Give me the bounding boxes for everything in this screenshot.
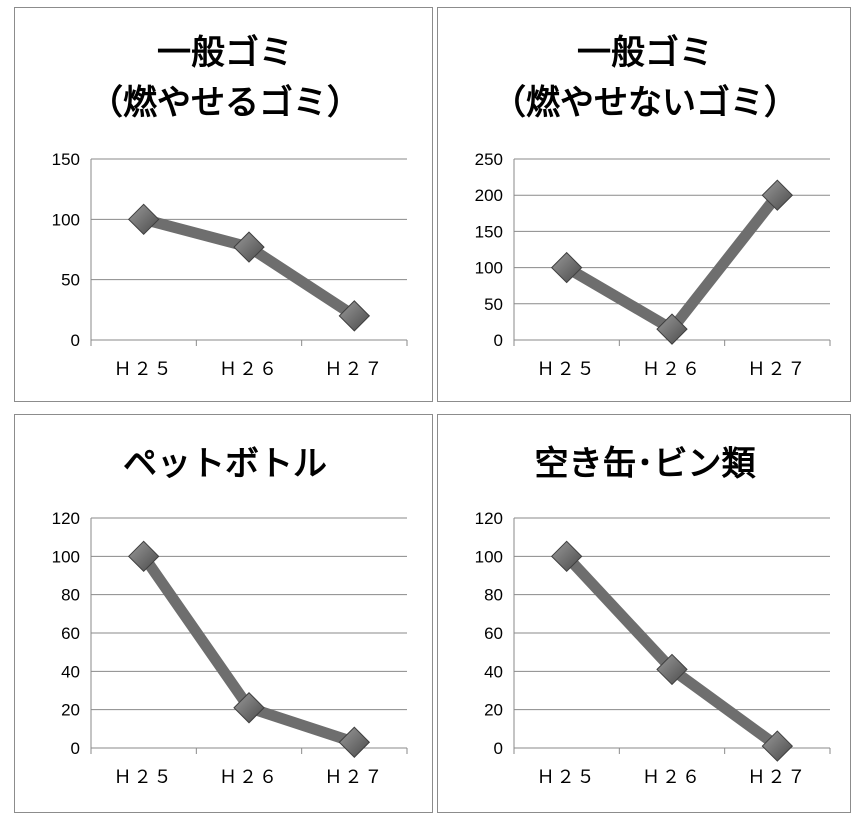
y-tick-label: 20 bbox=[61, 701, 80, 720]
y-tick-label: 0 bbox=[494, 331, 503, 350]
chart-title-line-2: （燃やせるゴミ） bbox=[89, 83, 361, 123]
x-tick-label: Ｈ２６ bbox=[219, 767, 279, 788]
chart-panel-cans-bottles: 空き缶･ビン類 0 20 40 60 80 100 120 Ｈ２５ Ｈ２６ Ｈ２７ bbox=[437, 414, 851, 813]
x-tick-label: Ｈ２５ bbox=[537, 359, 597, 380]
chart-title-line-2: （燃やせないゴミ） bbox=[492, 83, 798, 123]
data-point-marker bbox=[127, 540, 160, 573]
chart-title-line-1: 空き缶･ビン類 bbox=[535, 444, 757, 484]
y-tick-label: 20 bbox=[484, 701, 503, 720]
x-tick-label: Ｈ２６ bbox=[642, 359, 702, 380]
y-tick-label: 120 bbox=[52, 509, 80, 528]
y-tick-label: 200 bbox=[475, 186, 503, 205]
chart-title-line-1: 一般ゴミ bbox=[157, 33, 293, 73]
data-point-marker bbox=[761, 730, 794, 762]
chart-title-line-1: 一般ゴミ bbox=[577, 33, 713, 73]
y-tick-label: 100 bbox=[475, 259, 503, 278]
data-point-marker bbox=[127, 203, 160, 236]
chart-panel-pet-bottles: ペットボトル 0 20 40 60 80 100 120 Ｈ２５ Ｈ２６ Ｈ２７ bbox=[14, 414, 433, 813]
y-tick-label: 0 bbox=[71, 739, 80, 758]
data-point-marker bbox=[656, 313, 688, 345]
data-point-marker bbox=[656, 653, 688, 686]
x-tick-label: Ｈ２５ bbox=[114, 359, 174, 380]
y-tick-label: 150 bbox=[52, 150, 80, 169]
pet-bottles-chart: ペットボトル 0 20 40 60 80 100 120 Ｈ２５ Ｈ２６ Ｈ２７ bbox=[52, 444, 408, 788]
y-tick-label: 0 bbox=[494, 739, 503, 758]
y-tick-label: 50 bbox=[484, 295, 503, 314]
chart-title-line-1: ペットボトル bbox=[123, 444, 327, 484]
y-tick-label: 100 bbox=[52, 547, 80, 566]
non-burnable-waste-chart: 一般ゴミ （燃やせないゴミ） 0 50 100 150 200 250 Ｈ２５ Ｈ２６ Ｈ２７ bbox=[475, 33, 831, 380]
data-point-marker bbox=[761, 179, 794, 211]
cans-bottles-chart: 空き缶･ビン類 0 20 40 60 80 100 120 Ｈ２５ Ｈ２６ Ｈ２７ bbox=[475, 444, 831, 788]
data-point-marker bbox=[233, 692, 265, 724]
data-point-marker bbox=[338, 726, 371, 758]
y-tick-label: 150 bbox=[475, 222, 503, 241]
series-line bbox=[561, 189, 783, 335]
y-tick-label: 0 bbox=[71, 331, 80, 350]
y-tick-label: 40 bbox=[484, 662, 503, 681]
chart-panel-burnable-waste: 一般ゴミ （燃やせるゴミ） 0 50 100 150 Ｈ２５ Ｈ２６ Ｈ２７ bbox=[14, 7, 433, 402]
x-tick-label: Ｈ２６ bbox=[219, 359, 279, 380]
burnable-waste-chart: 一般ゴミ （燃やせるゴミ） 0 50 100 150 Ｈ２５ Ｈ２６ Ｈ２７ bbox=[52, 33, 408, 380]
data-point-marker bbox=[233, 231, 265, 263]
series-line bbox=[561, 550, 783, 752]
y-tick-label: 100 bbox=[475, 547, 503, 566]
y-tick-label: 60 bbox=[61, 624, 80, 643]
y-tick-label: 120 bbox=[475, 509, 503, 528]
y-tick-label: 40 bbox=[61, 662, 80, 681]
x-tick-label: Ｈ２６ bbox=[642, 767, 702, 788]
y-tick-label: 80 bbox=[484, 586, 503, 605]
x-tick-label: Ｈ２５ bbox=[114, 767, 174, 788]
x-tick-label: Ｈ２７ bbox=[324, 767, 384, 788]
y-tick-label: 60 bbox=[484, 624, 503, 643]
x-tick-label: Ｈ２７ bbox=[747, 767, 807, 788]
data-point-marker bbox=[338, 300, 371, 332]
x-tick-label: Ｈ２７ bbox=[747, 359, 807, 380]
data-point-marker bbox=[550, 540, 583, 573]
y-tick-label: 80 bbox=[61, 586, 80, 605]
y-tick-label: 250 bbox=[475, 150, 503, 169]
y-tick-label: 100 bbox=[52, 210, 80, 229]
x-tick-label: Ｈ２５ bbox=[537, 767, 597, 788]
chart-panel-non-burnable-waste: 一般ゴミ （燃やせないゴミ） 0 50 100 150 200 250 Ｈ２５ Ｈ２６ Ｈ２７ bbox=[437, 7, 851, 402]
x-tick-label: Ｈ２７ bbox=[324, 359, 384, 380]
y-tick-label: 50 bbox=[61, 271, 80, 290]
data-point-marker bbox=[550, 251, 583, 284]
